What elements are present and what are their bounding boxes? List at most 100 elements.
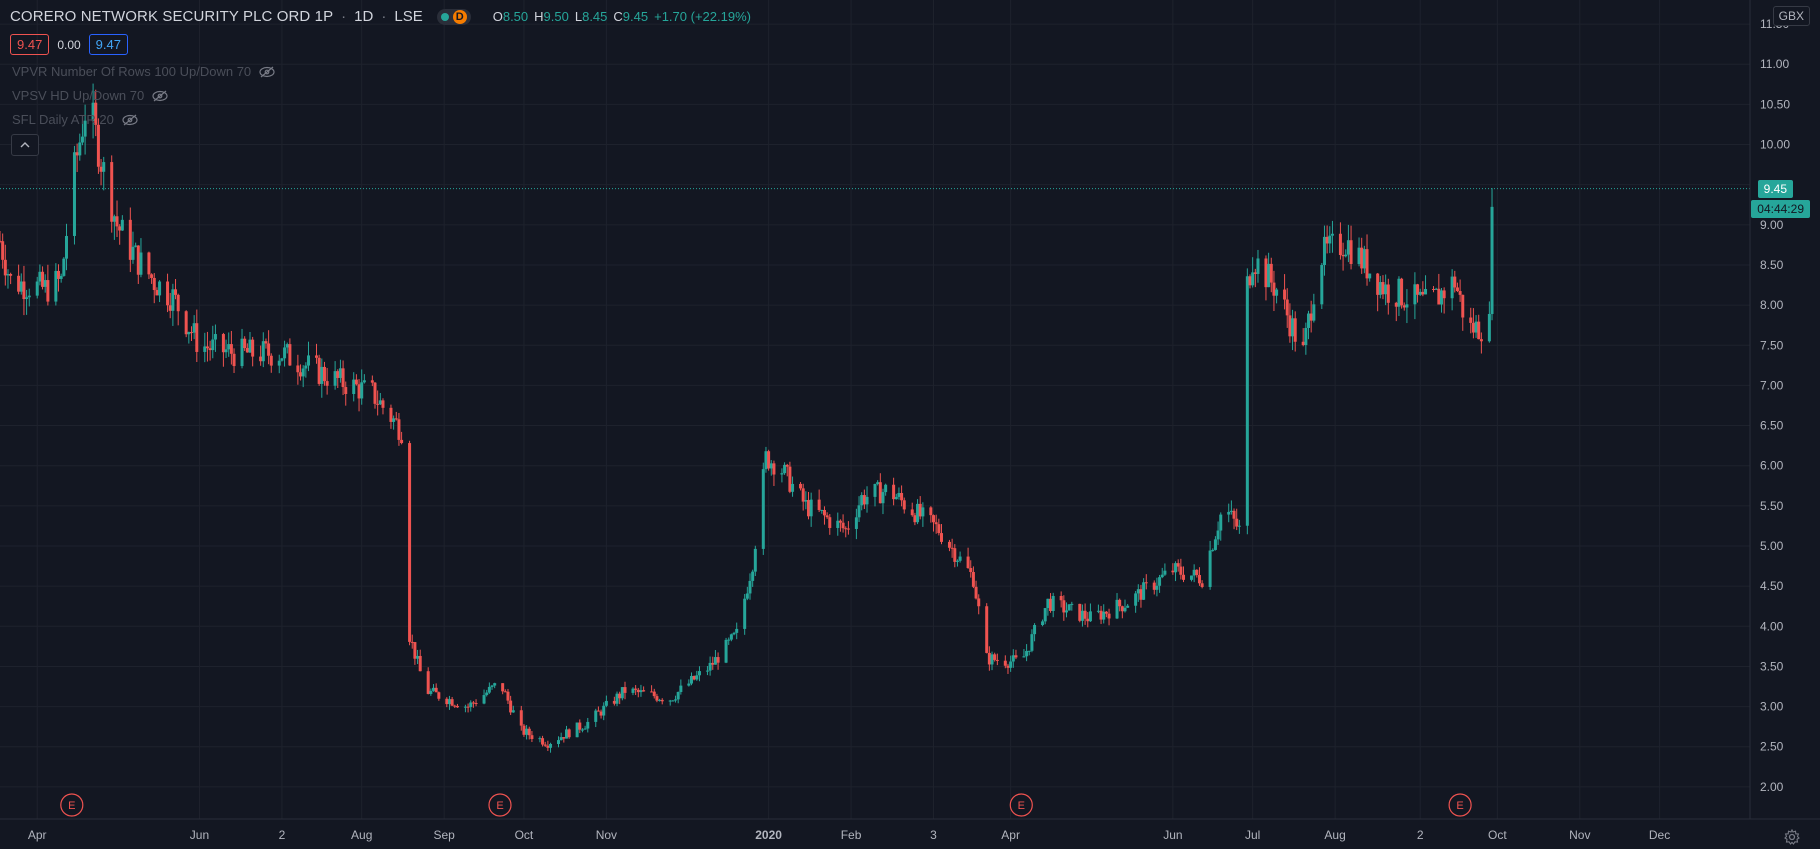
candle-body	[1439, 290, 1443, 305]
candle-body	[844, 528, 848, 530]
candle-body	[676, 692, 680, 700]
candle-body	[642, 690, 646, 692]
candle-body	[301, 368, 305, 377]
candle-body	[288, 344, 292, 366]
candle-body	[860, 495, 864, 506]
candle-body	[509, 700, 513, 713]
collapse-legend-button[interactable]	[11, 134, 39, 156]
candle-body	[780, 473, 784, 475]
candle-body	[1251, 272, 1255, 286]
y-tick-label: 6.00	[1760, 459, 1784, 473]
candle-body	[937, 524, 941, 534]
candle-body	[203, 346, 207, 352]
candle-body	[1123, 607, 1127, 612]
candle-body	[338, 368, 342, 378]
candle-body	[1283, 289, 1287, 300]
eye-off-icon[interactable]	[152, 90, 168, 102]
interval-label[interactable]: 1D	[354, 8, 374, 25]
currency-label[interactable]: GBX	[1772, 6, 1810, 26]
candle-body	[118, 226, 122, 231]
low-label: L	[574, 9, 583, 24]
candle-body	[1402, 305, 1406, 308]
candle-body	[727, 639, 731, 641]
candle-body	[527, 728, 531, 736]
candle-body	[158, 281, 162, 296]
candle-body	[1272, 282, 1276, 296]
bid-price[interactable]: 9.47	[10, 34, 50, 55]
candle-body	[783, 464, 787, 474]
indicator-atr[interactable]: SFL Daily ATR 20	[12, 112, 138, 127]
candle-body	[304, 365, 308, 369]
candle-body	[394, 418, 398, 420]
market-open-icon	[440, 12, 449, 21]
candle-body	[1189, 575, 1193, 580]
candle-body	[652, 691, 656, 697]
symbol-title[interactable]: CORERO NETWORK SECURITY PLC ORD 1P	[10, 8, 334, 25]
candle-body	[751, 571, 755, 581]
candle-body	[557, 740, 561, 744]
candle-body	[432, 687, 436, 691]
candle-body	[378, 400, 382, 405]
y-tick-label: 10.00	[1760, 138, 1790, 152]
candle-body	[995, 659, 999, 661]
candle-body	[57, 270, 61, 279]
candle-body	[487, 686, 491, 693]
candle-body	[115, 216, 119, 227]
indicator-label: SFL Daily ATR 20	[12, 112, 114, 127]
eye-off-icon[interactable]	[122, 114, 138, 126]
candle-body	[764, 451, 768, 470]
candle-body	[655, 696, 659, 701]
candle-body	[453, 705, 457, 707]
candle-body	[1301, 341, 1305, 346]
x-tick-label: Apr	[28, 828, 47, 842]
y-tick-label: 6.50	[1760, 419, 1784, 433]
market-status-badge[interactable]: D	[436, 8, 471, 25]
candle-body	[1424, 289, 1428, 295]
candle-body	[578, 722, 582, 730]
gear-icon[interactable]	[1784, 829, 1800, 845]
x-tick-label: Feb	[841, 828, 862, 842]
candle-body	[809, 499, 813, 517]
candle-body	[1378, 282, 1382, 295]
x-tick-label: Aug	[351, 828, 372, 842]
eye-off-icon[interactable]	[259, 66, 275, 78]
candle-body	[820, 509, 824, 511]
x-tick-label: Jun	[1163, 828, 1182, 842]
candle-body	[1070, 603, 1074, 605]
candle-body	[602, 705, 606, 716]
candle-body	[354, 379, 358, 385]
candle-body	[1304, 327, 1308, 346]
time-axis: Apr Jun 2 Aug Sep Oct Nov 2020 Feb 3 Apr Jun Jul Aug 2…	[0, 818, 1820, 849]
candle-body	[918, 503, 922, 517]
candle-body	[224, 349, 228, 353]
candle-body	[296, 365, 300, 373]
candle-body	[187, 332, 191, 335]
candle-body	[985, 606, 989, 653]
delayed-data-badge: D	[452, 9, 467, 24]
candle-body	[1245, 276, 1249, 526]
candle-body	[466, 706, 470, 708]
candle-body	[1386, 284, 1390, 303]
candle-body	[1309, 313, 1313, 321]
candle-body	[174, 289, 178, 295]
candle-body	[1096, 610, 1100, 612]
ask-price[interactable]: 9.47	[88, 34, 128, 55]
indicator-vpvr[interactable]: VPVR Number Of Rows 100 Up/Down 70	[12, 64, 275, 79]
candle-body	[846, 528, 850, 530]
candle-body	[549, 743, 553, 748]
candle-body	[27, 295, 31, 298]
low-value: 8.45	[582, 9, 608, 24]
candle-body	[283, 347, 287, 359]
candle-body	[213, 334, 217, 340]
candle-body	[392, 418, 396, 422]
candle-body	[1275, 289, 1279, 296]
candle-body	[429, 690, 433, 694]
candle-body	[471, 702, 475, 704]
candle-body	[804, 500, 808, 502]
candle-body	[1328, 235, 1332, 244]
candle-series	[0, 83, 1494, 753]
candle-body	[713, 657, 717, 665]
indicator-vpsv[interactable]: VPSV HD Up/Down 70	[12, 88, 168, 103]
open-value: 8.50	[502, 9, 529, 24]
